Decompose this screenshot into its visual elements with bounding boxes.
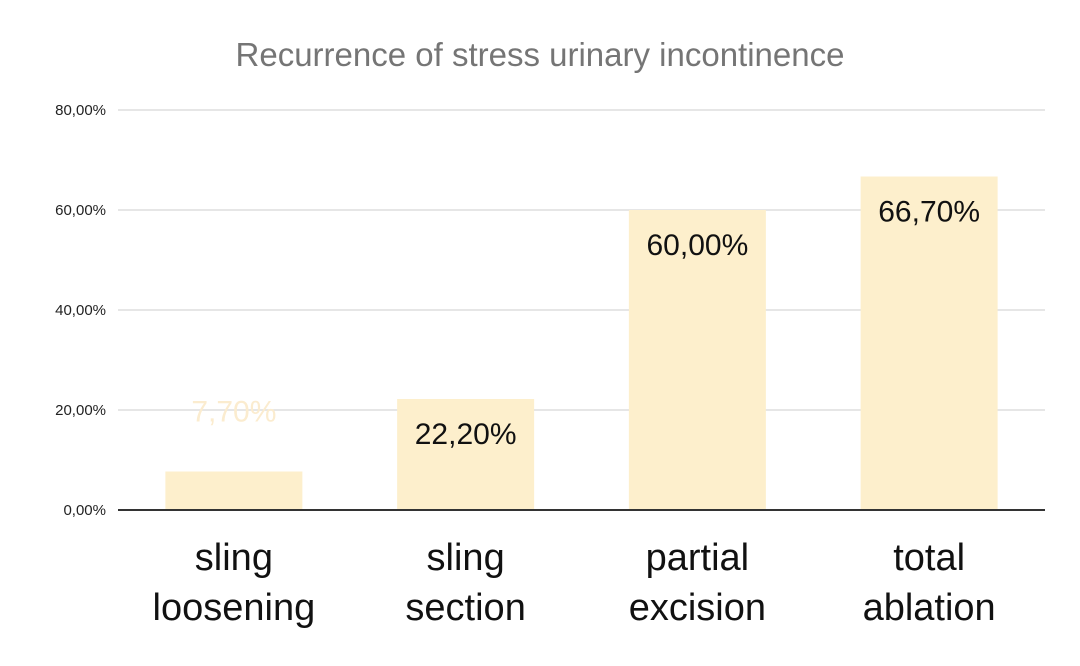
x-tick-label: sling [427,537,505,579]
data-label: 60,00% [647,229,749,262]
bars [165,176,998,510]
data-label: 22,20% [415,418,517,451]
chart-title: Recurrence of stress urinary incontinenc… [236,36,845,73]
x-tick-label: sling [195,537,273,579]
data-label: 66,70% [878,196,980,229]
x-tick-label: loosening [153,587,316,629]
data-labels: 7,70% 22,20% 60,00% 66,70% [191,196,980,452]
x-tick-label: total [893,537,965,579]
y-axis-tick-labels: 0,00% 20,00% 40,00% 60,00% 80,00% [55,102,106,519]
x-tick-label: ablation [863,587,996,629]
y-tick-label: 60,00% [55,202,106,219]
y-tick-label: 40,00% [55,302,106,319]
y-tick-label: 20,00% [55,402,106,419]
bar [165,471,303,510]
x-tick-label: excision [629,587,766,629]
y-tick-label: 0,00% [63,502,106,519]
x-tick-label: partial [646,537,750,579]
x-tick-label: section [405,587,525,629]
y-tick-label: 80,00% [55,102,106,119]
bar [860,176,998,510]
bar [397,399,535,510]
bar [628,210,766,510]
x-axis-tick-labels: sling loosening sling section partial excisio… [153,537,996,629]
data-label: 7,70% [191,396,276,429]
